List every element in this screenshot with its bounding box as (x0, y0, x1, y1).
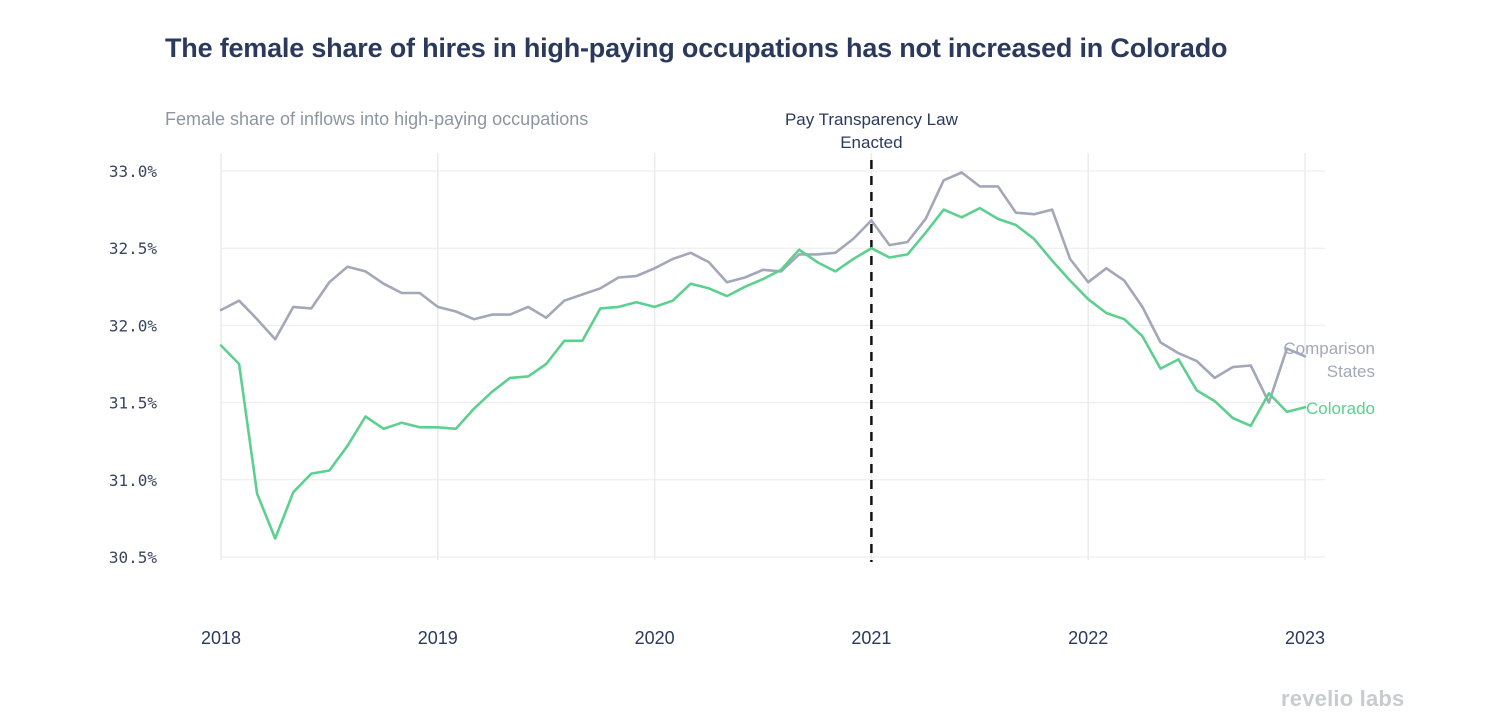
law-annotation: Pay Transparency Law Enacted (785, 110, 959, 562)
x-axis: 2018 2019 2020 2021 2022 2023 (201, 628, 1325, 648)
series-label-colorado: Colorado (1306, 399, 1375, 418)
series-line-comparison-states (219, 171, 1307, 404)
annotation-label-line: Enacted (840, 133, 902, 152)
series-label-comparison-states: Comparison (1283, 339, 1375, 358)
series-line-colorado (219, 206, 1307, 540)
y-tick-label: 32.0% (109, 316, 158, 335)
x-tick-label: 2023 (1285, 628, 1325, 648)
x-tick-label: 2020 (635, 628, 675, 648)
y-tick-label: 31.5% (109, 394, 158, 413)
x-tick-label: 2022 (1068, 628, 1108, 648)
y-tick-label: 30.5% (109, 548, 158, 567)
vertical-gridlines (220, 153, 1306, 560)
chart-title: The female share of hires in high-paying… (165, 33, 1228, 63)
y-tick-label: 32.5% (109, 239, 158, 258)
y-axis: 30.5% 31.0% 31.5% 32.0% 32.5% 33.0% (109, 162, 158, 567)
x-tick-label: 2021 (851, 628, 891, 648)
brand-logo: revelio labs (1281, 686, 1405, 711)
y-tick-label: 33.0% (109, 162, 158, 181)
series-labels: Comparison States Colorado (1283, 339, 1375, 418)
x-tick-label: 2018 (201, 628, 241, 648)
x-tick-label: 2019 (418, 628, 458, 648)
annotation-label-line: Pay Transparency Law (785, 110, 959, 129)
series-label-comparison-states: States (1327, 362, 1375, 381)
chart-subtitle: Female share of inflows into high-paying… (165, 109, 589, 129)
y-tick-label: 31.0% (109, 471, 158, 490)
horizontal-gridlines (221, 170, 1325, 558)
series-lines (219, 171, 1307, 540)
